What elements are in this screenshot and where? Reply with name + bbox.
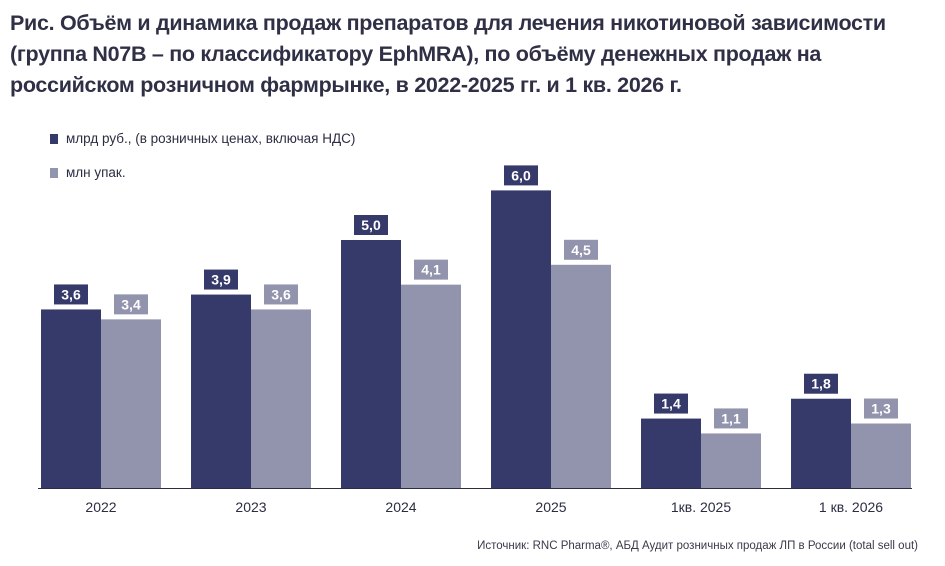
data-label-box-series-1-2 [354, 215, 388, 235]
data-label-series-1-0: 3,6 [61, 286, 81, 302]
legend-item-series-2: млн упак. [50, 164, 355, 181]
bar-series-1-0 [41, 309, 101, 488]
bar-series-2-0 [101, 319, 161, 488]
x-tick-label-5: 1 кв. 2026 [819, 499, 883, 515]
data-label-series-2-1: 3,6 [271, 286, 291, 302]
bar-series-1-1 [191, 294, 251, 488]
data-label-box-series-1-4 [654, 393, 688, 414]
x-tick-label-1: 2023 [235, 499, 266, 515]
legend-label-series-2: млн упак. [66, 165, 126, 180]
bar-series-2-1 [251, 309, 311, 488]
data-label-series-1-2: 5,0 [361, 217, 381, 233]
data-label-box-series-2-3 [564, 239, 598, 260]
data-label-box-series-1-3 [504, 165, 538, 186]
bar-series-1-3 [491, 190, 551, 488]
data-label-box-series-2-0 [114, 294, 148, 315]
x-tick-label-4: 1кв. 2025 [671, 499, 731, 515]
legend-item-series-1: млрд руб., (в розничных ценах, включая Н… [50, 130, 355, 147]
legend: млрд руб., (в розничных ценах, включая Н… [50, 130, 355, 198]
bar-series-1-2 [341, 240, 401, 488]
chart-title: Рис. Объём и динамика продаж препаратов … [10, 11, 886, 97]
bar-series-2-2 [401, 284, 461, 488]
data-label-series-1-4: 1,4 [661, 396, 681, 412]
data-label-box-series-1-1 [204, 269, 238, 290]
data-label-box-series-2-5 [864, 398, 898, 419]
data-label-series-1-5: 1,8 [811, 376, 831, 392]
bar-series-1-4 [641, 418, 701, 488]
source-note: Источник: RNC Pharma®, АБД Аудит розничн… [477, 540, 918, 552]
data-label-series-2-4: 1,1 [721, 410, 741, 426]
legend-swatch-series-1 [50, 133, 58, 144]
bar-series-2-4 [701, 433, 761, 488]
data-label-series-1-1: 3,9 [211, 272, 231, 288]
data-label-box-series-2-1 [264, 284, 298, 305]
x-tick-label-2: 2024 [385, 499, 416, 515]
bar-series-1-5 [791, 398, 851, 488]
data-label-box-series-2-4 [714, 408, 748, 429]
data-label-series-2-5: 1,3 [871, 401, 891, 417]
data-label-series-2-0: 3,4 [121, 296, 141, 312]
data-label-box-series-1-0 [54, 284, 88, 305]
x-tick-label-0: 2022 [85, 499, 116, 515]
data-label-box-series-2-2 [414, 259, 448, 280]
bar-series-2-3 [551, 264, 611, 488]
legend-label-series-1: млрд руб., (в розничных ценах, включая Н… [66, 131, 356, 146]
data-label-series-1-3: 6,0 [511, 167, 531, 183]
legend-swatch-series-2 [50, 167, 58, 178]
x-tick-label-3: 2025 [535, 499, 566, 515]
data-label-box-series-1-5 [804, 373, 838, 394]
data-label-series-2-2: 4,1 [421, 262, 441, 278]
bar-series-2-5 [851, 423, 911, 488]
data-label-series-2-3: 4,5 [571, 242, 591, 258]
